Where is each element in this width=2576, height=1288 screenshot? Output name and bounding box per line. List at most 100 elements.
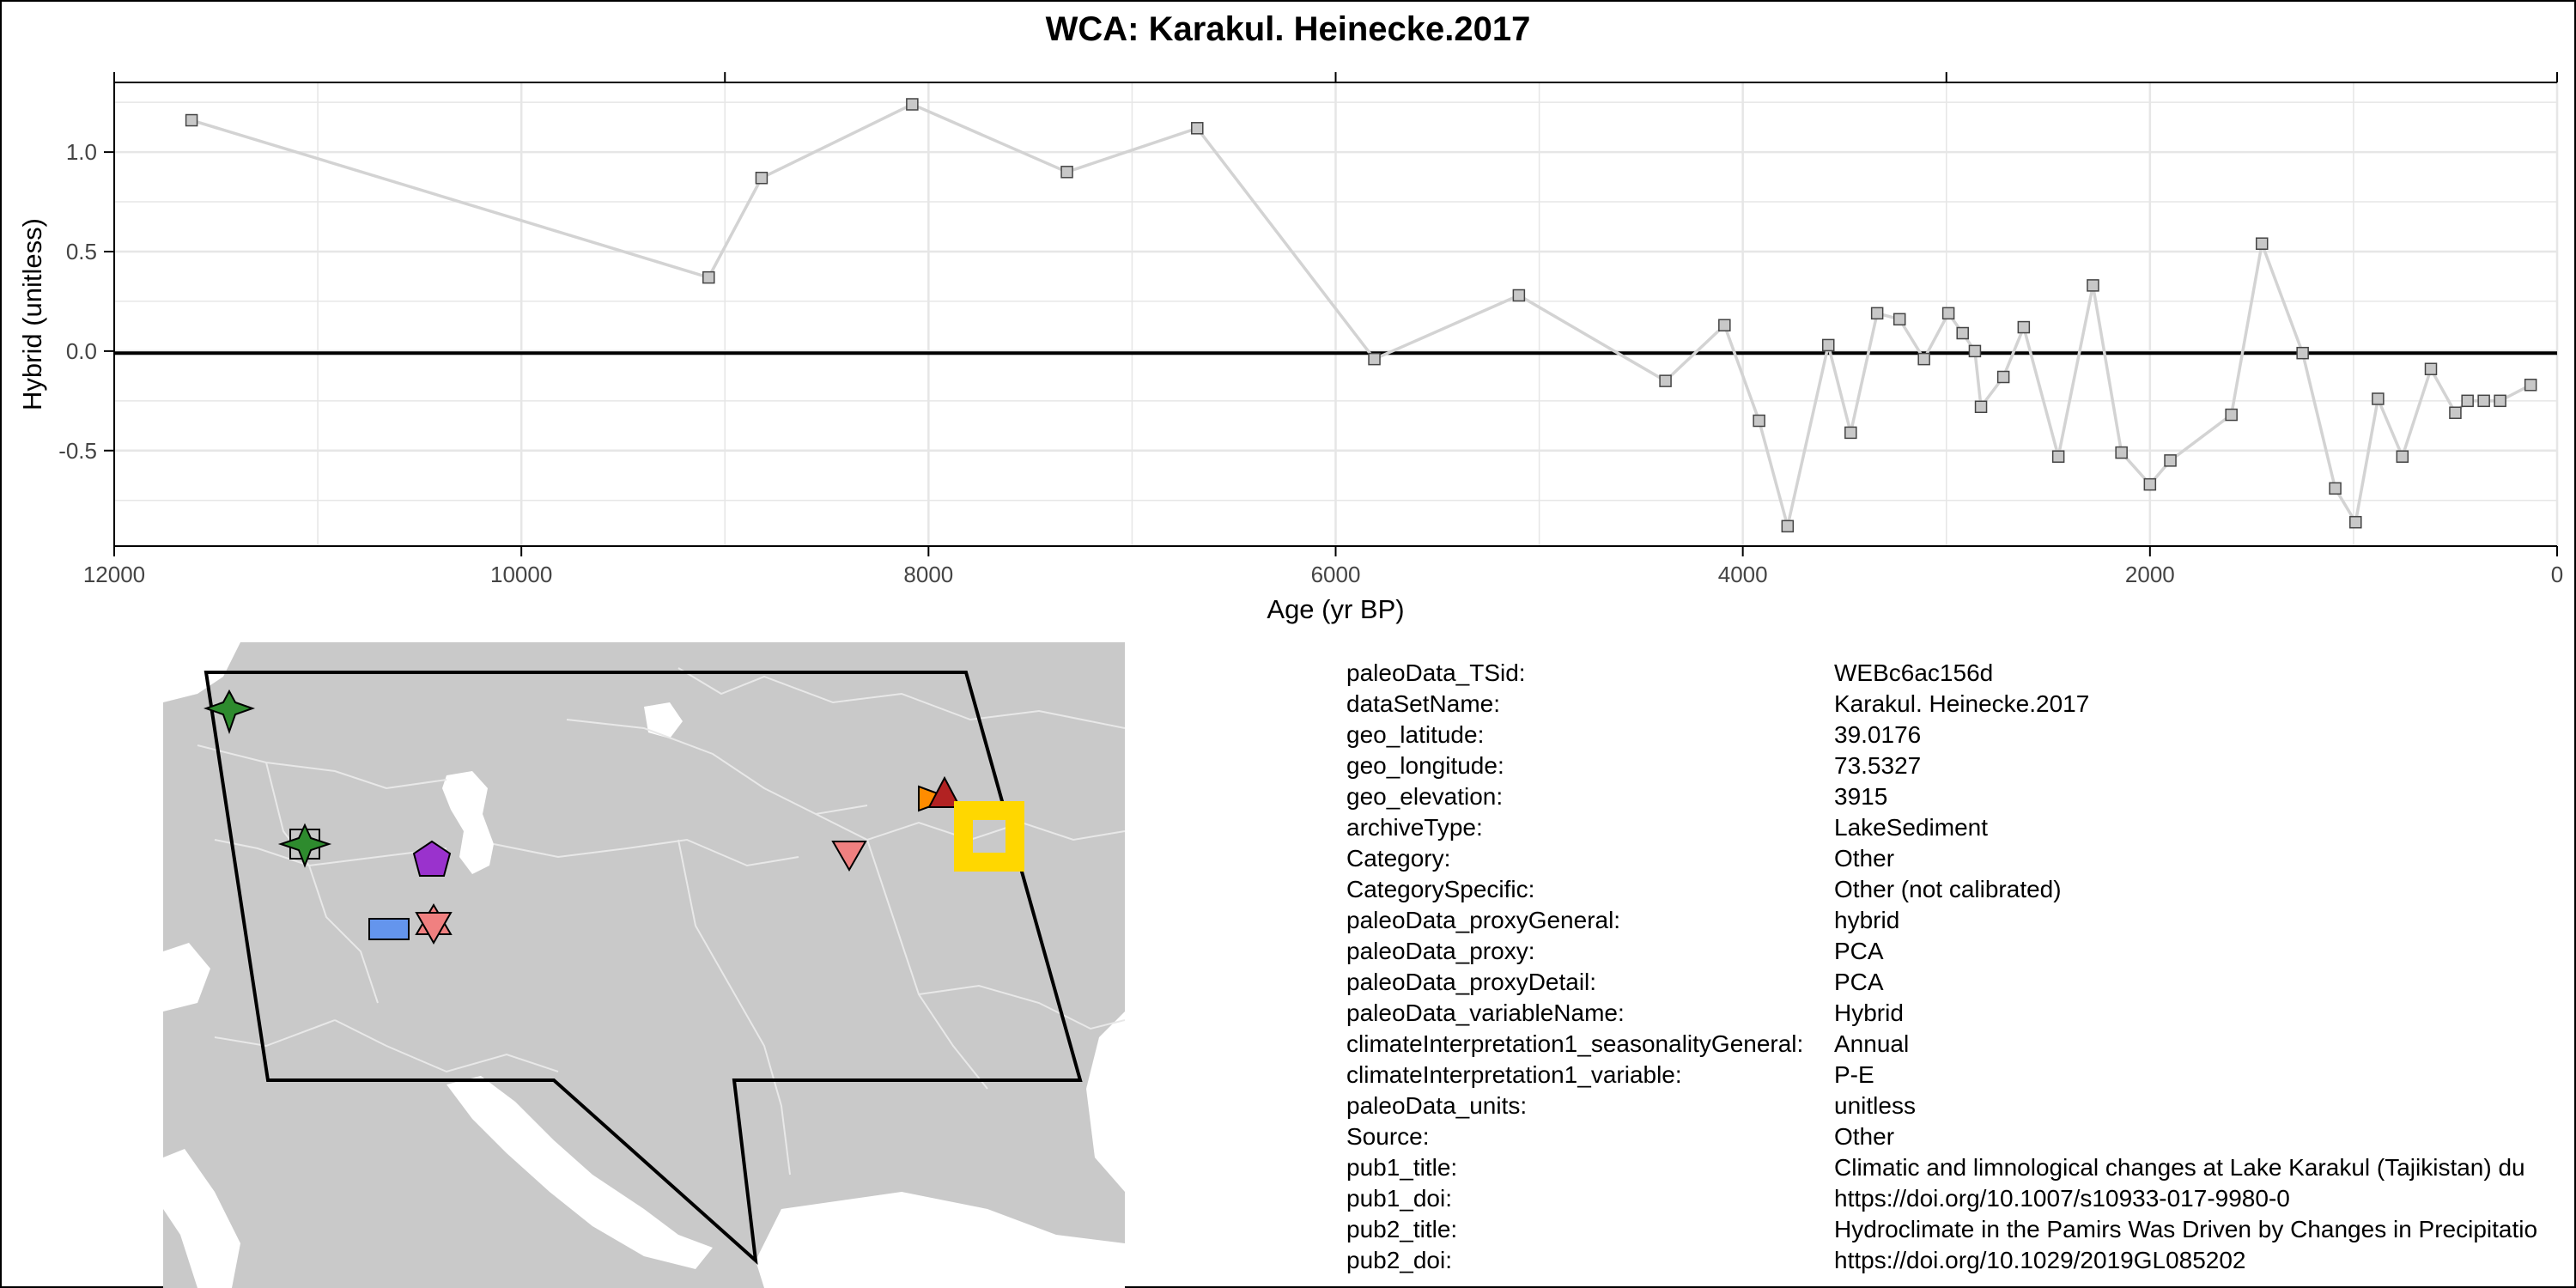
metadata-row: paleoData_proxyDetail: PCA	[1346, 967, 2576, 998]
y-tick-label: 0.0	[66, 338, 97, 364]
data-point	[1718, 319, 1731, 331]
data-point	[2087, 279, 2099, 292]
x-tick-label: 6000	[1311, 562, 1361, 587]
data-point	[1844, 426, 1857, 440]
metadata-row: paleoData_units: unitless	[1346, 1091, 2576, 1121]
data-point	[2524, 379, 2537, 392]
metadata-row: paleoData_variableName: Hybrid	[1346, 998, 2576, 1029]
metadata-row: pub2_doi: https://doi.org/10.1029/2019GL0…	[1346, 1245, 2576, 1276]
data-point	[2225, 408, 2238, 422]
metadata-row: archiveType: LakeSediment	[1346, 812, 2576, 843]
metadata-row: pub1_title: Climatic and limnological cha…	[1346, 1152, 2576, 1183]
x-axis-label: Age (yr BP)	[1267, 594, 1404, 624]
data-point	[1956, 326, 1969, 340]
x-tick-label: 2000	[2125, 562, 2175, 587]
y-tick-label: 1.0	[66, 139, 97, 165]
black-sea-edge	[163, 642, 240, 702]
site-marker-triangle-up-darkred	[927, 775, 962, 808]
mediterranean-edge	[163, 943, 210, 1012]
metadata-value: Other	[1834, 1123, 1895, 1150]
metadata-value: 3915	[1834, 783, 1888, 810]
data-point	[1191, 122, 1204, 135]
site-marker-rectangle	[368, 918, 410, 940]
data-point	[1941, 307, 1955, 320]
data-point	[1512, 289, 1526, 302]
metadata-key: paleoData_TSid:	[1346, 659, 1526, 686]
metadata-key: dataSetName:	[1346, 690, 1500, 717]
metadata-row: Category: Other	[1346, 843, 2576, 874]
data-point	[1974, 400, 1988, 414]
metadata-value: 73.5327	[1834, 752, 1922, 779]
data-point	[1781, 519, 1795, 533]
data-point	[2449, 406, 2462, 419]
metadata-row: pub1_doi: https://doi.org/10.1007/s10933-…	[1346, 1183, 2576, 1214]
metadata-row: geo_longitude: 73.5327	[1346, 750, 2576, 781]
data-point	[185, 113, 198, 127]
metadata-key: CategorySpecific:	[1346, 876, 1535, 902]
site-marker-star-w	[277, 823, 332, 868]
data-point	[1893, 313, 1906, 326]
data-point	[2051, 450, 2065, 463]
metadata-value: Hybrid	[1834, 999, 1904, 1026]
metadata-key: paleoData_proxyDetail:	[1346, 969, 1597, 995]
y-tick-label: -0.5	[58, 438, 97, 464]
data-point	[2477, 394, 2490, 408]
metadata-value: Karakul. Heinecke.2017	[1834, 690, 2090, 717]
data-point	[1996, 370, 2010, 384]
data-point	[2329, 482, 2342, 495]
data-point	[1753, 414, 1765, 428]
metadata-key: paleoData_units:	[1346, 1092, 1528, 1119]
metadata-key: geo_longitude:	[1346, 752, 1504, 779]
metadata-key: geo_latitude:	[1346, 721, 1485, 748]
metadata-key: climateInterpretation1_variable:	[1346, 1061, 1682, 1088]
metadata-value: https://doi.org/10.1007/s10933-017-9980-…	[1834, 1185, 2290, 1212]
data-point	[1968, 344, 1982, 358]
x-tick-label: 12000	[83, 562, 145, 587]
data-point	[2424, 362, 2438, 375]
x-tick-label: 8000	[903, 562, 953, 587]
metadata-row: geo_elevation: 3915	[1346, 781, 2576, 812]
data-point	[2296, 346, 2309, 360]
metadata-row: pub2_title: Hydroclimate in the Pamirs Wa…	[1346, 1214, 2576, 1245]
metadata-row: dataSetName: Karakul. Heinecke.2017	[1346, 689, 2576, 720]
site-highlight-karakul	[954, 801, 1024, 872]
data-point	[1368, 352, 1381, 366]
map-svg	[163, 642, 1125, 1288]
persian-gulf	[447, 1076, 713, 1269]
metadata-row: paleoData_TSid: WEBc6ac156d	[1346, 658, 2576, 689]
metadata-row: geo_latitude: 39.0176	[1346, 720, 2576, 750]
metadata-value: Other (not calibrated)	[1834, 876, 2062, 902]
arabian-sea	[756, 1192, 1125, 1288]
metadata-key: paleoData_proxyGeneral:	[1346, 907, 1621, 933]
metadata-table: paleoData_TSid: WEBc6ac156d dataSetName: Ka…	[1346, 658, 2576, 1276]
y-axis-label: Hybrid (unitless)	[17, 218, 47, 410]
metadata-value: PCA	[1834, 969, 1884, 995]
data-point	[1060, 166, 1073, 179]
metadata-key: pub1_title:	[1346, 1154, 1458, 1181]
data-point	[1870, 307, 1884, 320]
metadata-key: paleoData_proxy:	[1346, 938, 1535, 964]
data-point	[2372, 392, 2385, 405]
data-point	[2164, 454, 2177, 467]
bay-of-bengal-edge	[1086, 1012, 1125, 1192]
data-point	[2349, 515, 2362, 529]
metadata-row: climateInterpretation1_seasonalityGenera…	[1346, 1029, 2576, 1060]
metadata-value: Annual	[1834, 1030, 1910, 1057]
metadata-key: climateInterpretation1_seasonalityGenera…	[1346, 1030, 1804, 1057]
x-tick-label: 10000	[490, 562, 552, 587]
x-tick-label: 0	[2551, 562, 2563, 587]
metadata-row: paleoData_proxy: PCA	[1346, 936, 2576, 967]
data-point	[1917, 352, 1930, 366]
data-point	[2461, 394, 2474, 408]
metadata-key: geo_elevation:	[1346, 783, 1504, 810]
metadata-row: Source: Other	[1346, 1121, 2576, 1152]
metadata-key: pub2_doi:	[1346, 1247, 1453, 1273]
y-tick-label: 0.5	[66, 239, 97, 264]
data-point	[2255, 237, 2269, 250]
region-outline	[204, 671, 1083, 1266]
data-point	[2115, 446, 2128, 459]
metadata-key: archiveType:	[1346, 814, 1483, 841]
metadata-value: Climatic and limnological changes at Lak…	[1834, 1154, 2525, 1181]
metadata-key: Source:	[1346, 1123, 1430, 1150]
metadata-key: pub2_title:	[1346, 1216, 1458, 1242]
